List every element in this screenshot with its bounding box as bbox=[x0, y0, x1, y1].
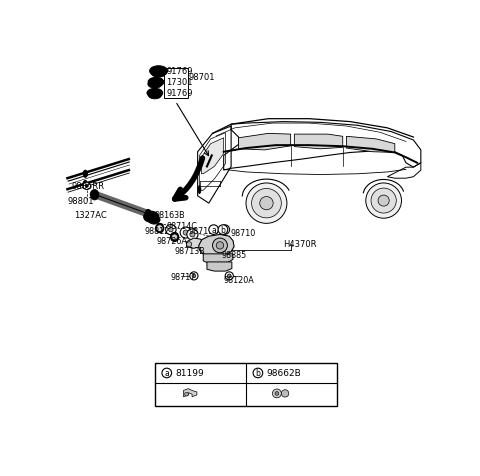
Polygon shape bbox=[186, 238, 203, 249]
Circle shape bbox=[185, 393, 188, 396]
Circle shape bbox=[183, 230, 188, 236]
Polygon shape bbox=[347, 137, 395, 153]
Polygon shape bbox=[294, 135, 343, 149]
Circle shape bbox=[223, 228, 227, 232]
Circle shape bbox=[220, 225, 229, 235]
Text: 91769: 91769 bbox=[166, 89, 192, 98]
Ellipse shape bbox=[148, 81, 162, 89]
Text: 98713B: 98713B bbox=[175, 247, 205, 256]
Circle shape bbox=[187, 229, 198, 240]
Circle shape bbox=[260, 197, 273, 210]
Circle shape bbox=[366, 184, 401, 219]
Circle shape bbox=[281, 390, 289, 397]
Circle shape bbox=[275, 392, 279, 396]
Text: 98726A: 98726A bbox=[156, 237, 188, 246]
Ellipse shape bbox=[147, 89, 163, 99]
Text: 1327AC: 1327AC bbox=[74, 210, 107, 219]
Ellipse shape bbox=[145, 210, 151, 218]
Polygon shape bbox=[199, 235, 234, 257]
Ellipse shape bbox=[83, 171, 87, 178]
Circle shape bbox=[156, 225, 163, 232]
Text: 98662B: 98662B bbox=[266, 369, 301, 377]
Ellipse shape bbox=[83, 181, 87, 188]
Circle shape bbox=[213, 238, 228, 253]
Polygon shape bbox=[239, 134, 290, 150]
Circle shape bbox=[192, 275, 196, 278]
Circle shape bbox=[190, 232, 195, 238]
Text: 98717: 98717 bbox=[171, 273, 196, 281]
Text: 98701: 98701 bbox=[188, 73, 215, 82]
Circle shape bbox=[83, 183, 91, 190]
Ellipse shape bbox=[152, 70, 166, 78]
Circle shape bbox=[168, 228, 173, 232]
Circle shape bbox=[186, 242, 192, 248]
Ellipse shape bbox=[170, 233, 179, 242]
Ellipse shape bbox=[148, 78, 164, 88]
Ellipse shape bbox=[91, 190, 99, 200]
Ellipse shape bbox=[198, 186, 201, 194]
Polygon shape bbox=[183, 389, 197, 397]
Text: 9885RR: 9885RR bbox=[71, 182, 104, 190]
Circle shape bbox=[252, 189, 281, 218]
Circle shape bbox=[190, 272, 198, 280]
Text: 98885: 98885 bbox=[222, 250, 247, 259]
Text: b: b bbox=[255, 369, 260, 377]
Bar bbox=[164, 69, 188, 99]
Circle shape bbox=[180, 228, 192, 238]
Circle shape bbox=[371, 188, 396, 214]
Circle shape bbox=[246, 184, 287, 224]
Text: b: b bbox=[220, 226, 226, 235]
Circle shape bbox=[216, 242, 224, 249]
Text: 98710: 98710 bbox=[230, 228, 256, 238]
Text: 91769: 91769 bbox=[166, 67, 192, 76]
Circle shape bbox=[166, 225, 176, 235]
Text: 81199: 81199 bbox=[176, 369, 204, 377]
Text: 98120A: 98120A bbox=[224, 276, 254, 285]
Polygon shape bbox=[202, 139, 224, 174]
Text: 17301: 17301 bbox=[166, 78, 192, 87]
Text: a: a bbox=[164, 369, 169, 377]
Circle shape bbox=[253, 368, 263, 378]
Ellipse shape bbox=[156, 224, 164, 233]
Ellipse shape bbox=[144, 212, 158, 223]
Bar bbox=[155, 363, 337, 406]
Text: a: a bbox=[211, 226, 216, 235]
Circle shape bbox=[172, 235, 178, 240]
Polygon shape bbox=[207, 262, 232, 271]
Ellipse shape bbox=[150, 67, 168, 77]
Circle shape bbox=[228, 275, 231, 278]
Ellipse shape bbox=[148, 216, 160, 225]
Circle shape bbox=[218, 225, 228, 235]
Circle shape bbox=[85, 185, 88, 188]
Circle shape bbox=[209, 225, 218, 235]
Text: H4370R: H4370R bbox=[283, 239, 317, 248]
Text: 98801: 98801 bbox=[67, 196, 94, 205]
Circle shape bbox=[378, 196, 389, 207]
Circle shape bbox=[273, 389, 281, 398]
Text: 98711B: 98711B bbox=[188, 227, 219, 236]
Circle shape bbox=[225, 272, 233, 280]
Text: 98714C: 98714C bbox=[166, 221, 197, 230]
Text: 98812: 98812 bbox=[145, 227, 170, 236]
Text: 98163B: 98163B bbox=[155, 210, 185, 219]
Ellipse shape bbox=[148, 92, 161, 99]
Circle shape bbox=[162, 368, 172, 378]
Polygon shape bbox=[203, 254, 233, 265]
